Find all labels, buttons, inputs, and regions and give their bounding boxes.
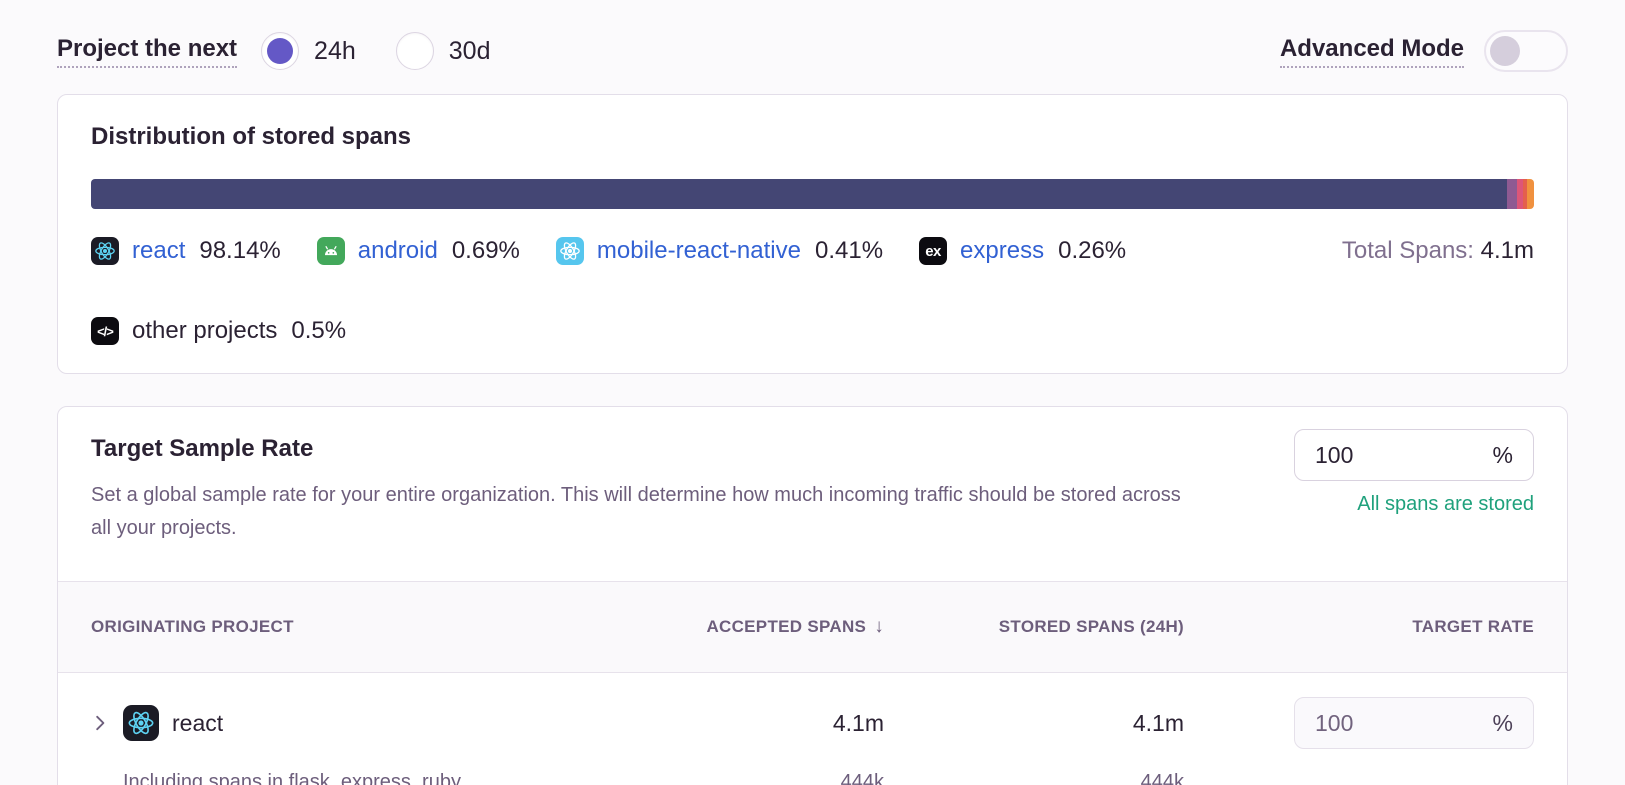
column-header-originating-project[interactable]: Originating Project	[91, 617, 294, 636]
project-the-next-label: Project the next	[57, 35, 238, 68]
radio-24h[interactable]	[261, 32, 300, 70]
table-subrow: Including spans in flask, express, ruby……	[91, 771, 1534, 785]
advanced-mode-toggle[interactable]	[1484, 30, 1568, 72]
stored-spans-stacked-bar	[91, 179, 1534, 209]
table-row-react: react 4.1m 4.1m % Including spans in fla…	[58, 673, 1567, 785]
row-rate-input[interactable]	[1315, 709, 1445, 737]
advanced-mode-label: Advanced Mode	[1279, 35, 1464, 68]
express-icon: ex	[919, 237, 948, 265]
table-header-row: Originating Project Accepted Spans ↓ Stor…	[58, 582, 1567, 673]
bar-segment-other-projects[interactable]	[1526, 179, 1534, 209]
stored-spans-value: 4.1m	[1132, 709, 1184, 736]
react-icon	[123, 705, 159, 741]
react-native-icon	[555, 237, 584, 265]
android-icon	[316, 237, 345, 265]
percent-suffix: %	[1492, 709, 1513, 736]
column-header-stored-spans[interactable]: Stored Spans (24h)	[998, 617, 1184, 636]
legend-percent: 0.41%	[814, 237, 884, 264]
period-option-30d[interactable]: 30d	[395, 32, 491, 70]
bar-segment-express[interactable]	[1522, 179, 1527, 209]
advanced-mode-control: Advanced Mode	[1279, 30, 1568, 72]
sort-desc-icon: ↓	[874, 616, 884, 637]
row-rate-input-box: %	[1294, 697, 1534, 749]
rate-status-text: All spans are stored	[1357, 493, 1534, 515]
legend-percent: 0.5%	[291, 317, 347, 344]
column-header-target-rate: Target Rate	[1412, 617, 1534, 636]
legend-project-link[interactable]: android	[357, 237, 438, 264]
global-rate-input-box: %	[1294, 429, 1534, 481]
legend-percent: 0.26%	[1058, 237, 1127, 264]
top-bar: Project the next 24h 30d Advanced Mode	[57, 30, 1568, 72]
bar-segment-react[interactable]	[91, 179, 1507, 209]
legend-item-express: ex express 0.26%	[919, 237, 1126, 265]
subrow-accepted-value: 444k	[840, 771, 884, 785]
subrow-label: Including spans in flask, express, ruby…	[123, 771, 481, 785]
subrow-stored-value: 444k	[1140, 771, 1184, 785]
total-spans: Total Spans: 4.1m	[1342, 237, 1534, 265]
accepted-spans-value: 4.1m	[832, 709, 884, 736]
chevron-right-icon[interactable]	[91, 714, 109, 732]
period-radio-group: 24h 30d	[261, 32, 530, 70]
sample-rate-header: Target Sample Rate Set a global sample r…	[58, 407, 1567, 581]
code-icon: </>	[91, 317, 119, 345]
total-spans-label: Total Spans:	[1341, 237, 1474, 264]
target-sample-rate-card: Target Sample Rate Set a global sample r…	[57, 406, 1568, 785]
sample-rate-description: Set a global sample rate for your entire…	[91, 484, 1181, 539]
legend-percent: 0.69%	[451, 237, 520, 264]
distribution-legend: react 98.14% android 0.69%	[91, 237, 1534, 345]
legend-project-link[interactable]: express	[960, 237, 1045, 264]
project-cell: react	[91, 705, 704, 741]
period-option-24h[interactable]: 24h	[261, 32, 356, 70]
react-icon	[91, 237, 119, 265]
global-rate-input[interactable]	[1315, 441, 1455, 469]
legend-item-react: react 98.14%	[91, 237, 281, 265]
column-header-accepted-spans[interactable]: Accepted Spans ↓	[706, 616, 884, 637]
project-name: react	[172, 709, 224, 736]
radio-30d[interactable]	[395, 32, 434, 70]
radio-30d-label: 30d	[448, 36, 491, 65]
legend-item-android: android 0.69%	[316, 237, 520, 265]
legend-project-link[interactable]: react	[132, 237, 186, 264]
radio-24h-label: 24h	[314, 36, 356, 65]
percent-suffix: %	[1492, 441, 1513, 468]
legend-percent: 98.14%	[199, 237, 281, 264]
distribution-card-title: Distribution of stored spans	[91, 123, 412, 150]
distribution-card: Distribution of stored spans	[57, 94, 1568, 374]
sample-rate-title: Target Sample Rate	[91, 435, 314, 462]
projects-table: Originating Project Accepted Spans ↓ Stor…	[58, 581, 1567, 785]
legend-project-link[interactable]: mobile-react-native	[596, 237, 801, 264]
legend-project-label: other projects	[132, 317, 278, 344]
total-spans-value: 4.1m	[1480, 237, 1534, 264]
legend-item-mobile-react-native: mobile-react-native 0.41%	[555, 237, 884, 265]
bar-segment-mobile-react-native[interactable]	[1516, 179, 1523, 209]
toggle-knob	[1490, 36, 1520, 66]
legend-item-other-projects: </> other projects 0.5%	[91, 317, 346, 345]
bar-segment-android[interactable]	[1506, 179, 1517, 209]
